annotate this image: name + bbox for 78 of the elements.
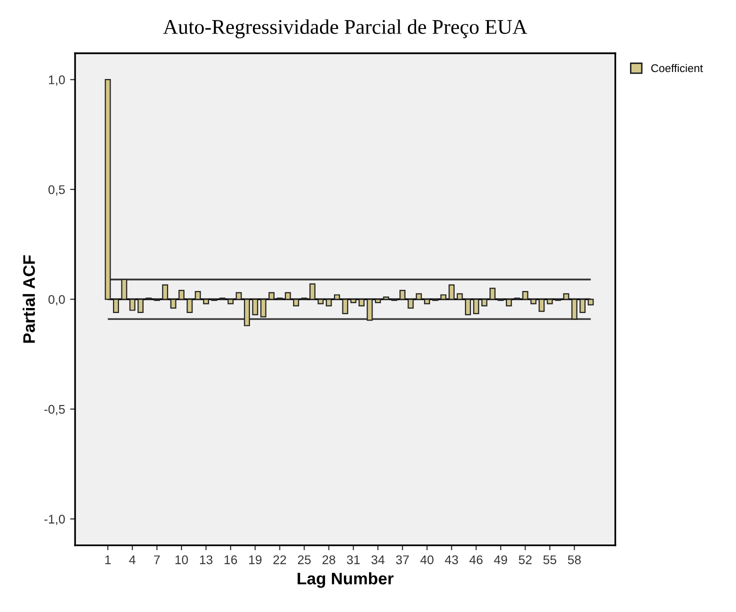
- bar: [490, 288, 496, 300]
- x-tick-label: 43: [444, 555, 458, 564]
- bar: [580, 298, 586, 314]
- bar: [244, 298, 250, 326]
- bar: [530, 298, 536, 304]
- bar: [112, 298, 120, 314]
- x-tick-label: 34: [371, 555, 385, 564]
- x-tick-label: 22: [273, 555, 286, 564]
- bar: [104, 79, 111, 300]
- bar: [203, 298, 210, 304]
- bar: [318, 298, 324, 304]
- x-axis-title: Lag Number: [298, 572, 394, 588]
- bar: [464, 298, 471, 316]
- x-tick-label: 4: [129, 555, 136, 564]
- bar: [309, 283, 316, 300]
- bar: [334, 294, 340, 300]
- bar: [186, 298, 193, 314]
- chart-title: Auto-Regressividade Parcial de Preço EUA: [163, 19, 528, 38]
- x-tick-label: 28: [322, 555, 336, 564]
- x-tick-label: 10: [175, 555, 188, 564]
- bar: [473, 298, 480, 314]
- bar: [342, 298, 348, 314]
- bar: [538, 298, 545, 312]
- y-axis-title: Partial ACF: [22, 255, 35, 343]
- bar: [546, 298, 553, 304]
- x-tick-label: 16: [224, 555, 237, 564]
- bar: [456, 293, 463, 300]
- legend-label: Coefficient: [651, 64, 703, 72]
- y-tick-label: -1,0: [44, 514, 65, 526]
- bar: [448, 284, 455, 300]
- bar: [588, 298, 594, 306]
- y-tick-label: 0,0: [48, 295, 65, 306]
- x-tick-label: 49: [494, 555, 508, 564]
- x-tick-label: 37: [396, 555, 409, 564]
- x-tick-label: 55: [543, 555, 556, 564]
- y-tick-label: -0,5: [44, 404, 65, 416]
- bar: [563, 293, 570, 300]
- bar: [268, 292, 275, 300]
- bar: [374, 298, 381, 304]
- bar: [481, 298, 488, 306]
- bar: [408, 298, 414, 309]
- x-tick-label: 1: [105, 555, 111, 564]
- bar: [121, 278, 128, 300]
- x-tick-label: 58: [568, 555, 581, 564]
- x-tick-label: 19: [249, 555, 262, 564]
- bar: [366, 298, 373, 321]
- bar: [383, 296, 390, 300]
- bar: [228, 298, 234, 304]
- bar: [236, 292, 242, 300]
- bar: [178, 290, 184, 300]
- bar: [260, 298, 266, 318]
- bar: [506, 298, 512, 306]
- bar: [284, 292, 291, 300]
- x-tick-label: 13: [200, 555, 212, 564]
- y-tick-label: 1,0: [48, 75, 65, 86]
- bar: [129, 298, 136, 311]
- bar: [350, 298, 356, 304]
- bar: [138, 298, 144, 314]
- bar: [162, 284, 168, 300]
- y-tick-label: 0,5: [48, 185, 65, 196]
- bar: [571, 298, 578, 320]
- bar: [416, 293, 422, 300]
- bar: [399, 290, 406, 300]
- bar: [440, 294, 446, 300]
- bar: [358, 298, 365, 306]
- bar: [194, 291, 201, 300]
- bar: [293, 298, 300, 306]
- bar: [326, 298, 332, 306]
- bar: [424, 298, 430, 304]
- x-tick-label: 46: [469, 555, 483, 564]
- bar: [522, 291, 528, 300]
- bar: [170, 298, 176, 309]
- x-tick-label: 40: [420, 555, 434, 564]
- x-tick-label: 25: [298, 555, 311, 564]
- x-tick-label: 7: [154, 555, 160, 564]
- x-tick-label: 31: [346, 555, 360, 564]
- x-tick-label: 52: [518, 555, 532, 564]
- bar: [252, 298, 258, 316]
